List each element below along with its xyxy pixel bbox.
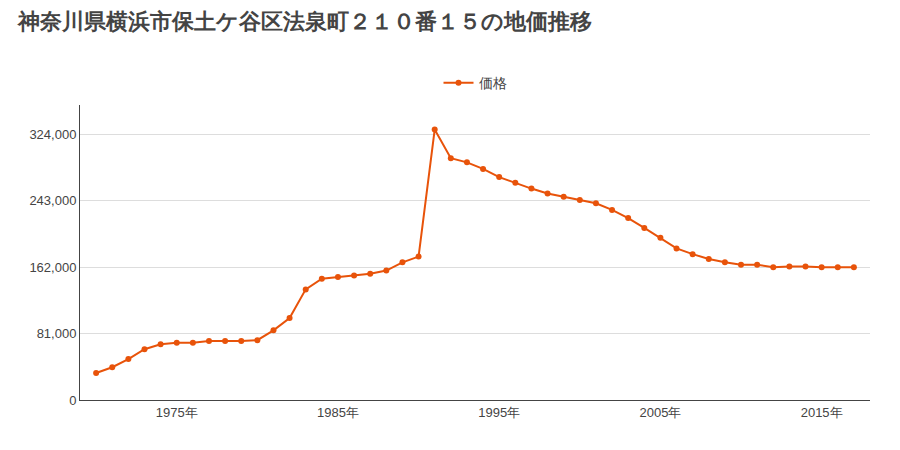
svg-text:価格: 価格: [479, 75, 507, 91]
svg-text:神奈川県横浜市保土ケ谷区法泉町２１０番１５の地価推移: 神奈川県横浜市保土ケ谷区法泉町２１０番１５の地価推移: [17, 9, 592, 34]
svg-text:1975年: 1975年: [156, 405, 198, 420]
svg-text:1985年: 1985年: [317, 405, 359, 420]
svg-text:162,000: 162,000: [29, 260, 76, 275]
svg-text:1995年: 1995年: [478, 405, 520, 420]
svg-text:0: 0: [69, 393, 76, 408]
svg-text:243,000: 243,000: [29, 193, 76, 208]
svg-text:324,000: 324,000: [29, 127, 76, 142]
svg-text:2005年: 2005年: [639, 405, 681, 420]
svg-text:2015年: 2015年: [801, 405, 843, 420]
svg-text:81,000: 81,000: [37, 326, 77, 341]
